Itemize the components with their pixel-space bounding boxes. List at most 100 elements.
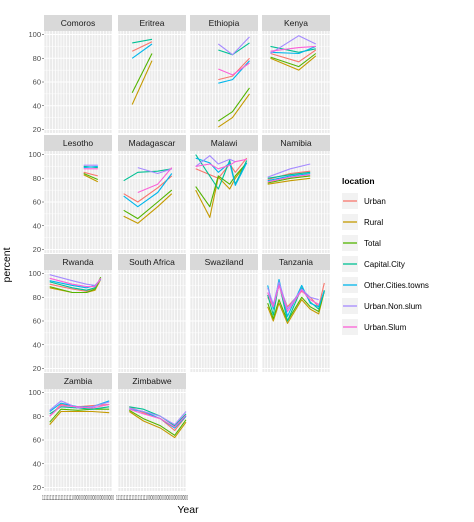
series-line-lesotho-other-cities-towns [83,165,98,169]
grid-namibia [261,151,331,253]
strip-label-eritrea: Eritrea [139,18,164,28]
legend-item-urban-non-slum: Urban.Non.slum [342,298,422,314]
series-line-madagascar-total [123,189,173,220]
series-line-eritrea-capital-city [132,38,153,44]
strip-lesotho [44,135,112,151]
series-line-namibia-total [267,175,311,184]
series-line-zimbabwe-urban-non-slum [129,407,187,426]
y-tick-label: 20 [33,125,41,134]
series-line-madagascar-urban-non-slum [137,167,172,175]
panel-namibia: Namibia [261,135,331,253]
legend-label: Total [364,239,381,248]
series-line-ethiopia-rural [217,93,250,128]
series-line-ethiopia-total [217,87,250,122]
y-tick-label: 100 [28,269,41,278]
grid-lesotho [43,151,113,253]
strip-madagascar [118,135,186,151]
series-line-madagascar-rural [123,193,173,224]
series-line-rwanda-urban-slum [49,277,102,288]
strip-zimbabwe [118,373,186,389]
legend-label: Other.Cities.towns [364,281,429,290]
y-tick-label: 40 [33,459,41,468]
strip-label-comoros: Comoros [61,18,95,28]
y-tick-label: 40 [33,101,41,110]
legend-item-other-cities-towns: Other.Cities.towns [342,277,429,293]
series-line-kenya-rural [270,55,317,71]
y-tick-label: 100 [28,150,41,159]
strip-label-lesotho: Lesotho [63,138,94,148]
strip-tanzania [262,254,330,270]
strip-label-south-africa: South Africa [129,257,175,267]
grid-madagascar [117,151,187,253]
y-tick-label: 20 [33,483,41,492]
legend-item-urban-slum: Urban.Slum [342,319,407,335]
legend-item-rural: Rural [342,214,383,230]
series-line-zimbabwe-urban-slum [129,408,187,428]
y-tick-label: 60 [33,198,41,207]
series-line-madagascar-other-cities-towns [123,173,173,208]
panel-south-africa: South Africa [117,254,187,372]
grid-malawi [189,151,259,253]
strip-label-ethiopia: Ethiopia [209,18,240,28]
legend: location Urban Rural Total Capital.City Other… [342,176,429,335]
series-line-malawi-other-cities-towns [195,157,248,186]
series-line-zambia-rural [49,410,110,425]
strip-label-madagascar: Madagascar [129,138,176,148]
series-line-namibia-rural [267,177,311,185]
panel-eritrea: Eritrea [117,15,187,133]
legend-item-urban: Urban [342,193,386,209]
series-line-ethiopia-urban-slum [218,62,250,76]
legend-label: Urban.Non.slum [364,302,422,311]
legend-label: Urban [364,197,386,206]
x-axis-title: Year [177,504,199,516]
y-tick-label: 20 [33,245,41,254]
strip-label-namibia: Namibia [280,138,311,148]
series-line-kenya-capital-city [270,45,316,53]
y-tick-label: 60 [33,78,41,87]
strip-label-zambia: Zambia [64,376,93,386]
strip-eritrea [118,15,186,31]
strip-ethiopia [190,15,258,31]
y-tick-label: 60 [33,436,41,445]
legend-title: location [342,176,375,186]
facet-panels: Comoros 20 40 60 80 100 Eritrea Ethiopia Kenya Le… [28,15,331,502]
grid-ethiopia [189,31,259,133]
series-line-malawi-urban-non-slum [195,155,236,167]
series-line-madagascar-urban-slum [137,167,173,194]
y-tick-label: 100 [28,388,41,397]
series-line-lesotho-urban [83,171,98,177]
strip-malawi [190,135,258,151]
series-line-kenya-other-cities-towns [270,45,317,55]
series-line-kenya-urban-non-slum [270,35,317,54]
series-line-namibia-urban-slum [267,174,311,183]
legend-label: Rural [364,218,383,227]
strip-comoros [44,15,112,31]
series-line-malawi-rural [195,162,248,218]
y-tick-label: 100 [28,30,41,39]
panel-ethiopia: Ethiopia [189,15,259,133]
series-line-eritrea-urban [131,41,153,52]
series-line-zimbabwe-total [129,409,187,436]
grid-tanzania [261,270,331,372]
strip-swaziland [190,254,258,270]
y-tick-label: 80 [33,54,41,63]
panel-zambia: Zambia 20 40 60 80 100 11111111111111111111000… [28,373,114,502]
strip-label-tanzania: Tanzania [279,257,313,267]
series-line-zimbabwe-rural [128,411,187,439]
y-tick-label: 80 [33,174,41,183]
series-line-kenya-urban [270,49,317,63]
strip-label-rwanda: Rwanda [62,257,93,267]
y-tick-label: 80 [33,293,41,302]
series-line-malawi-urban-slum [195,158,247,170]
y-tick-label: 40 [33,221,41,230]
strip-label-kenya: Kenya [284,18,308,28]
panel-rwanda: Rwanda 20 40 60 80 100 [28,254,113,373]
series-line-zambia-total [49,408,110,423]
series-line-tanzania-total [267,291,325,322]
series-line-malawi-total [195,162,248,208]
series-line-madagascar-urban [123,175,173,203]
y-tick-label: 60 [33,317,41,326]
series-line-kenya-total [270,53,317,68]
series-line-zambia-urban-non-slum [49,400,110,411]
